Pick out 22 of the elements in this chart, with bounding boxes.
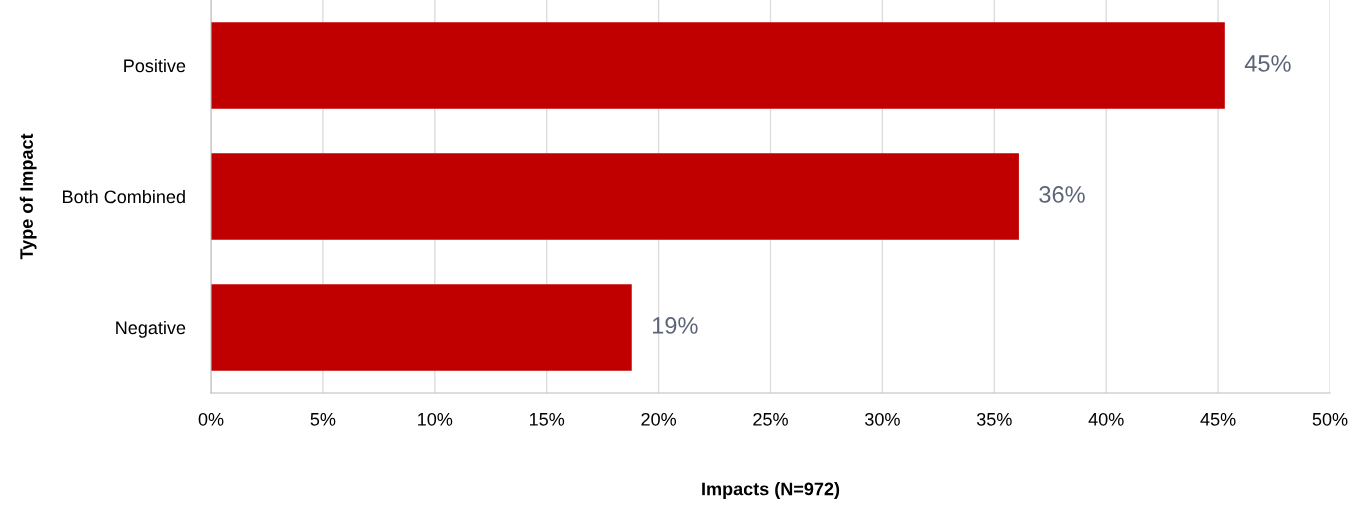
data-label: 45% (1244, 55, 1291, 72)
data-label: 19% (652, 317, 698, 334)
bar (211, 284, 632, 371)
x-tick-label: 50% (1312, 412, 1348, 426)
x-tick-label: 0% (198, 412, 224, 426)
x-tick-label: 45% (1200, 413, 1236, 426)
y-tick-label: Negative (116, 320, 186, 338)
x-tick-label: 35% (976, 412, 1012, 426)
x-tick-label: 15% (530, 413, 565, 426)
bar (211, 22, 1225, 109)
x-tick-label: 10% (418, 412, 453, 426)
y-tick-label: Both Combined (63, 189, 185, 204)
y-tick-label: Positive (124, 58, 186, 73)
x-tick-label: 30% (865, 412, 900, 426)
x-tick-label: 40% (1088, 412, 1124, 426)
bar (211, 153, 1019, 240)
y-axis-title: Type of Impact (19, 133, 37, 260)
x-tick-label: 25% (753, 412, 788, 426)
x-tick-label: 20% (641, 412, 677, 426)
x-tick-label: 5% (310, 413, 336, 426)
data-label: 36% (1039, 186, 1085, 203)
x-axis-title: Impacts (N=972) (702, 482, 840, 499)
